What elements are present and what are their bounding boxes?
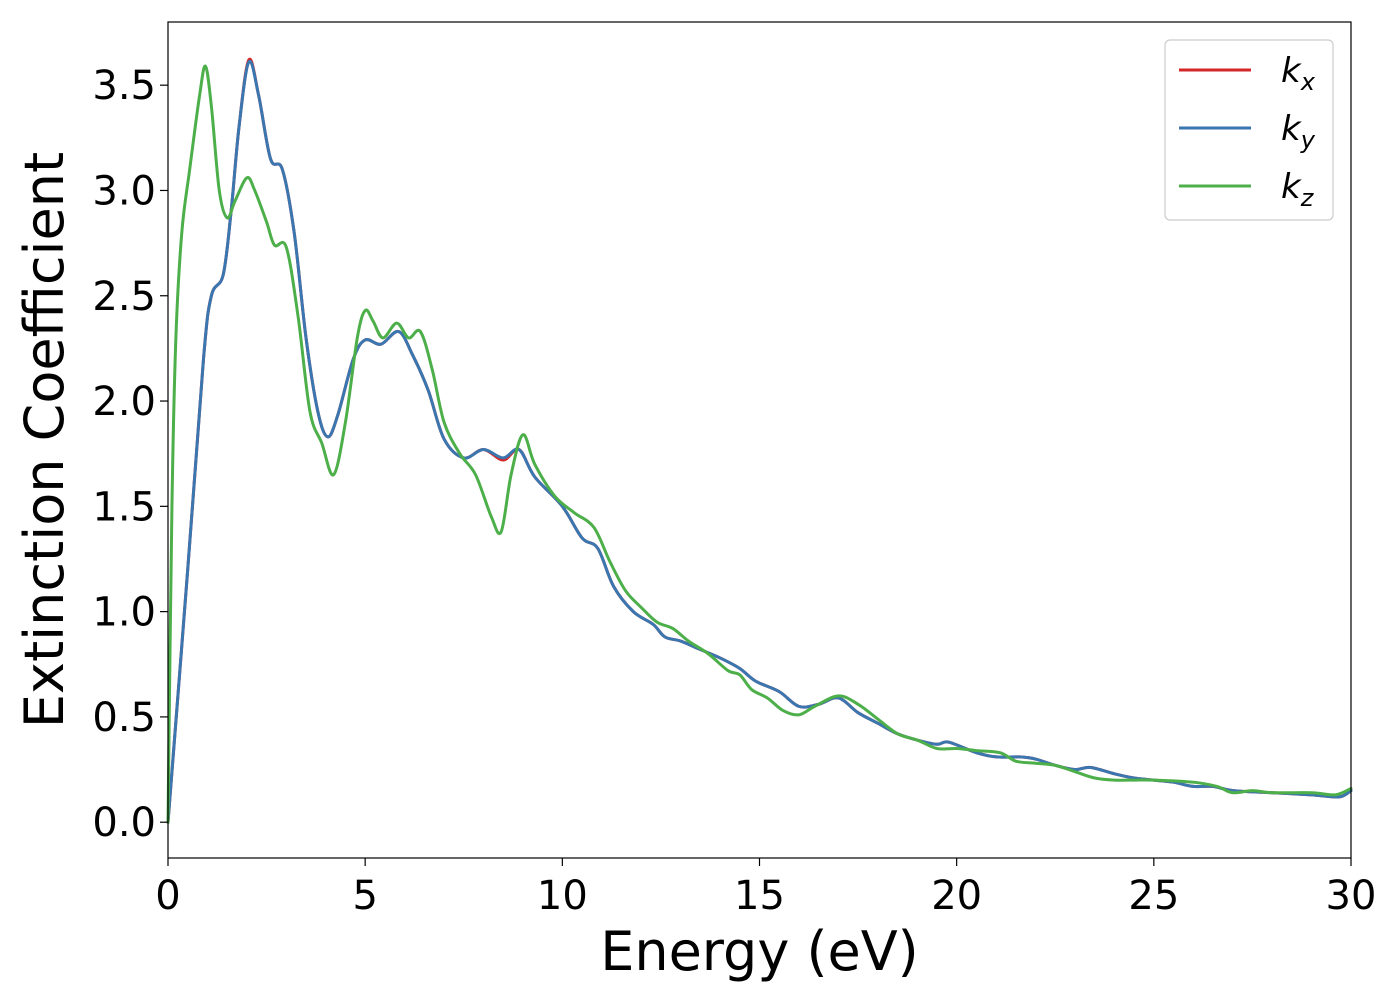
x-tick-label: 30: [1326, 873, 1377, 919]
y-tick-label: 1.0: [92, 590, 156, 636]
y-axis: 0.0 0.5 1.0 1.5 2.0 2.5 3.0 3.5: [92, 63, 168, 846]
y-tick-label: 3.0: [92, 168, 156, 214]
series-line-kz: [166, 64, 1353, 824]
x-axis-label: Energy (eV): [600, 920, 919, 983]
x-tick-label: 20: [931, 873, 982, 919]
y-tick-label: 1.5: [92, 484, 156, 530]
y-tick-label: 3.5: [92, 63, 156, 109]
y-tick-label: 2.0: [92, 379, 156, 425]
x-tick-label: 10: [537, 873, 588, 919]
series-line-ky: [166, 59, 1353, 824]
legend: kx ky kz: [1164, 39, 1334, 221]
legend-label-kx: kx: [1281, 51, 1316, 96]
x-axis: 0 5 10 15 20 25 30: [155, 858, 1376, 919]
legend-box: [1164, 39, 1334, 221]
x-tick-label: 15: [734, 873, 785, 919]
series-layer: [166, 57, 1353, 824]
legend-label-kz: kz: [1281, 167, 1315, 212]
x-tick-label: 25: [1128, 873, 1179, 919]
y-tick-label: 2.5: [92, 274, 156, 320]
x-tick-label: 5: [352, 873, 377, 919]
legend-label-ky: ky: [1281, 109, 1316, 154]
y-tick-label: 0.5: [92, 695, 156, 741]
x-tick-label: 0: [155, 873, 180, 919]
y-axis-label: Extinction Coefficient: [13, 152, 76, 728]
y-tick-label: 0.0: [92, 800, 156, 846]
